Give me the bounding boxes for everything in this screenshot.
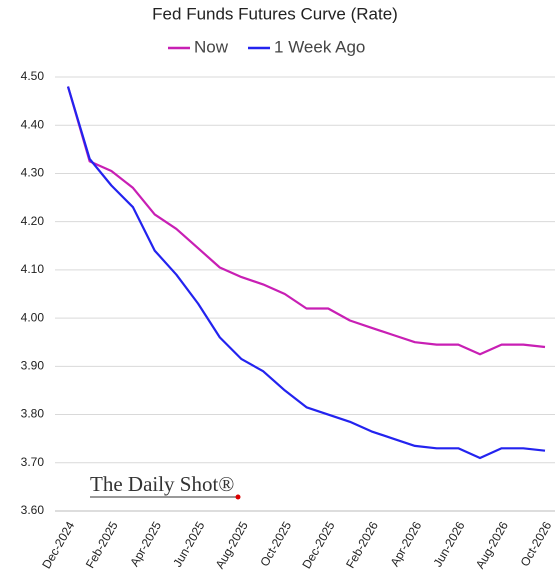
y-tick-label: 3.90: [21, 359, 45, 373]
x-tick-label: Oct-2025: [257, 519, 294, 569]
y-tick-label: 4.30: [21, 166, 45, 180]
legend-label: Now: [194, 37, 229, 56]
x-tick-label: Feb-2026: [343, 519, 381, 571]
series-line: [66, 86, 546, 460]
y-tick-label: 3.60: [21, 503, 45, 517]
x-tick-label: Jun-2025: [170, 519, 207, 570]
y-tick-label: 4.50: [21, 69, 45, 83]
watermark-dot: [235, 494, 241, 500]
series-line: [66, 86, 546, 356]
y-tick-label: 4.20: [21, 214, 45, 228]
chart-title: Fed Funds Futures Curve (Rate): [152, 4, 398, 23]
y-tick-label: 3.70: [21, 455, 45, 469]
y-tick-label: 4.40: [21, 117, 45, 131]
x-tick-label: Apr-2026: [387, 519, 424, 569]
x-tick-label: Aug-2026: [473, 519, 511, 571]
x-tick-label: Aug-2025: [213, 519, 251, 571]
x-tick-label: Jun-2026: [430, 519, 467, 570]
legend-label: 1 Week Ago: [274, 37, 365, 56]
x-tick-label: Apr-2025: [127, 519, 164, 569]
y-tick-label: 3.80: [21, 407, 45, 421]
y-tick-label: 4.00: [21, 310, 45, 324]
x-tick-label: Oct-2026: [518, 519, 555, 569]
y-tick-label: 4.10: [21, 262, 45, 276]
x-tick-label: Feb-2025: [83, 519, 121, 571]
watermark: The Daily Shot®: [90, 472, 234, 496]
x-tick-label: Dec-2024: [39, 519, 77, 571]
x-tick-label: Dec-2025: [299, 519, 337, 571]
